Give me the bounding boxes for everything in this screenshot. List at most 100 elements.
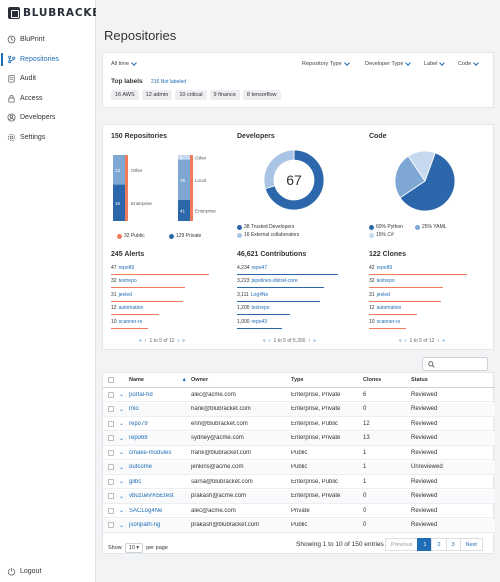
last-page-icon[interactable]: » — [182, 338, 185, 344]
repository-type-filter[interactable]: Repository Type — [302, 60, 350, 67]
first-page-icon[interactable]: « — [263, 338, 266, 344]
list-item-link[interactable]: testrepo — [118, 278, 137, 285]
repo-name-link[interactable]: jsonpath-ng — [129, 522, 161, 528]
list-item[interactable]: 12 automation — [111, 305, 217, 318]
list-item-link[interactable]: automation — [376, 305, 402, 312]
next-page-icon[interactable]: › — [177, 338, 180, 344]
label-filter[interactable]: Label — [424, 60, 446, 67]
sidebar-item-bluprint[interactable]: BluPrint — [0, 30, 96, 49]
table-row[interactable]: ⌄ repo68 sydney@acme.com Enterprise, Privat… — [103, 431, 495, 446]
repo-name-link[interactable]: cmake-modules — [129, 449, 172, 456]
expand-row-icon[interactable]: ⌄ — [119, 406, 125, 413]
row-checkbox[interactable] — [108, 449, 114, 456]
row-checkbox[interactable] — [108, 478, 114, 485]
table-row[interactable]: ⌄ outcome jenkins@acme.com Public 1 Unreviewe… — [103, 460, 495, 475]
repo-name-link[interactable]: repo79 — [129, 420, 148, 427]
last-page-icon[interactable]: » — [442, 338, 445, 344]
not-labeled-link[interactable]: 216 Not labeled — [151, 79, 187, 85]
developer-type-filter[interactable]: Developer Type — [365, 60, 412, 67]
list-item[interactable]: 12 automation — [369, 305, 475, 318]
next-page-button[interactable]: Next — [459, 538, 483, 551]
first-page-icon[interactable]: « — [399, 338, 402, 344]
row-checkbox[interactable] — [108, 406, 114, 412]
list-item[interactable]: 3,111 Log4Ne — [237, 292, 343, 305]
page-3-button[interactable]: 3 — [445, 538, 461, 551]
expand-row-icon[interactable]: ⌄ — [119, 479, 125, 485]
next-page-icon[interactable]: › — [308, 338, 311, 344]
row-checkbox[interactable] — [108, 420, 114, 427]
list-item[interactable]: 10 scanner-rs — [369, 319, 475, 332]
last-page-icon[interactable]: » — [313, 338, 316, 344]
list-item[interactable]: 31 jeeled — [369, 292, 475, 305]
repo-name-link[interactable]: glibc — [129, 478, 142, 485]
list-item-link[interactable]: repo89 — [118, 265, 135, 271]
repo-name-link[interactable]: SACLog4Ne — [129, 507, 163, 514]
list-item-link[interactable]: repo47 — [251, 265, 268, 271]
sidebar-item-audit[interactable]: Audit — [0, 69, 96, 88]
expand-row-icon[interactable]: ⌄ — [119, 392, 125, 398]
code-filter[interactable]: Code — [458, 60, 479, 67]
repo-name-link[interactable]: portal-hd — [129, 391, 153, 398]
repo-name-link[interactable]: vbuzuev%5Etest — [129, 493, 174, 499]
logo[interactable]: BLUBRACKET — [8, 6, 108, 20]
table-row[interactable]: ⌄ repo79 erin@blubracket.com Enterprise, Pu… — [103, 417, 495, 431]
sidebar-item-repositories[interactable]: Repositories — [0, 50, 96, 69]
next-page-icon[interactable]: › — [437, 338, 440, 344]
expand-row-icon[interactable]: ⌄ — [119, 464, 125, 471]
list-item-link[interactable]: testrepo — [376, 278, 395, 285]
first-page-icon[interactable]: « — [139, 338, 142, 344]
column-name[interactable]: Name ▲ — [129, 377, 191, 383]
list-item[interactable]: 3,223 pipelines-distrel-core — [237, 278, 343, 291]
expand-row-icon[interactable]: ⌄ — [119, 450, 125, 456]
select-all-checkbox[interactable] — [108, 377, 114, 383]
list-item-link[interactable]: repo43 — [251, 318, 268, 325]
list-item[interactable]: 1,200 testrepo — [237, 305, 343, 318]
label-tag[interactable]: 12 admin — [141, 90, 173, 100]
prev-page-icon[interactable]: ‹ — [144, 338, 147, 344]
expand-row-icon[interactable]: ⌄ — [119, 421, 125, 427]
row-checkbox[interactable] — [108, 435, 114, 441]
list-item-link[interactable]: repo89 — [376, 265, 393, 271]
table-row[interactable]: ⌄ vbuzuev%5Etest prakash@acme.com Enterpris… — [103, 489, 495, 504]
list-item-link[interactable]: automation — [118, 305, 144, 312]
column-owner[interactable]: Owner — [191, 377, 209, 383]
search-input[interactable] — [422, 357, 488, 371]
row-checkbox[interactable] — [108, 391, 114, 398]
list-item[interactable]: 4,234 repo47 — [237, 265, 343, 278]
list-item-link[interactable]: pipelines-distrel-core — [251, 278, 298, 285]
table-row[interactable]: ⌄ cmake-modules frank@blubracket.com Public… — [103, 446, 495, 460]
label-tag[interactable]: 9 finance — [209, 90, 240, 100]
repo-name-link[interactable]: mio — [129, 406, 139, 412]
page-2-button[interactable]: 2 — [431, 538, 447, 551]
time-filter[interactable]: All time — [111, 60, 137, 67]
list-item-link[interactable]: jeeled — [118, 291, 132, 298]
logout-button[interactable]: Logout — [6, 566, 41, 576]
table-row[interactable]: ⌄ mio hank@blubracket.com Enterprise, Priva… — [103, 402, 495, 417]
label-tag[interactable]: 10 critical — [175, 90, 207, 100]
label-tag[interactable]: 16 AWS — [111, 90, 139, 100]
list-item-link[interactable]: Log4Ne — [250, 291, 269, 298]
list-item[interactable]: 32 testrepo — [369, 278, 475, 291]
table-row[interactable]: ⌄ jsonpath-ng prakash@blubracket.com Public… — [103, 518, 495, 533]
column-status[interactable]: Status — [411, 377, 428, 383]
previous-page-button[interactable]: Previous — [385, 538, 419, 551]
label-tag[interactable]: 8 tensorflow — [242, 90, 281, 100]
repo-name-link[interactable]: outcome — [129, 464, 153, 470]
expand-row-icon[interactable]: ⌄ — [119, 493, 125, 500]
repo-name-link[interactable]: repo68 — [129, 435, 148, 441]
list-item-link[interactable]: jeeled — [376, 291, 390, 298]
table-row[interactable]: ⌄ glibc sarna@blubracket.com Enterprise, Pu… — [103, 475, 495, 489]
list-item-link[interactable]: scanner-rs — [376, 318, 401, 325]
row-checkbox[interactable] — [108, 522, 114, 528]
list-item[interactable]: 32 testrepo — [111, 278, 217, 291]
row-checkbox[interactable] — [108, 464, 114, 470]
page-size-select[interactable]: 10 ▾ — [124, 543, 144, 553]
row-checkbox[interactable] — [108, 493, 114, 499]
list-item[interactable]: 42 repo89 — [369, 265, 475, 278]
page-1-button[interactable]: 1 — [417, 538, 433, 551]
sidebar-item-access[interactable]: Access — [0, 89, 96, 108]
prev-page-icon[interactable]: ‹ — [268, 338, 271, 344]
list-item-link[interactable]: scanner-rs — [118, 318, 143, 325]
list-item[interactable]: 10 scanner-rs — [111, 319, 217, 332]
list-item[interactable]: 1,000 repo43 — [237, 319, 343, 332]
